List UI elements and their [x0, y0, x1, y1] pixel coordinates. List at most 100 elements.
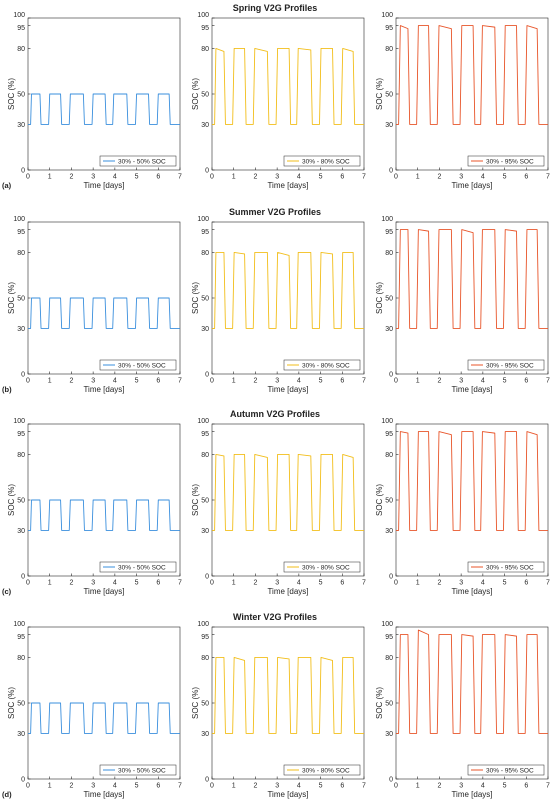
- legend-label: 30% - 95% SOC: [486, 158, 534, 165]
- y-axis-label: SOC (%): [375, 484, 384, 516]
- y-tick-label: 100: [197, 418, 209, 425]
- y-tick-label: 100: [197, 216, 209, 223]
- x-tick-label: 1: [48, 174, 52, 181]
- legend-box: [283, 155, 361, 167]
- y-tick-label: 80: [385, 452, 393, 459]
- y-axis-label: SOC (%): [191, 484, 200, 516]
- x-tick-label: 6: [156, 783, 160, 790]
- y-tick-label: 95: [17, 25, 25, 32]
- x-tick-label: 4: [297, 783, 301, 790]
- row-title: Winter V2G Profiles: [233, 612, 317, 622]
- legend-label: 30% - 80% SOC: [302, 362, 350, 369]
- y-tick-label: 95: [385, 634, 393, 641]
- x-tick-label: 4: [481, 174, 485, 181]
- y-tick-label: 95: [17, 229, 25, 236]
- y-tick-label: 50: [17, 296, 25, 303]
- y-tick-label: 50: [201, 92, 209, 99]
- x-tick-label: 2: [437, 174, 441, 181]
- x-tick-label: 3: [459, 580, 463, 587]
- subplot: 0 1 2 3 4 5 6 7 0 30 50 80 95 100 Time [days] SOC (%) 30…: [375, 12, 550, 190]
- x-tick-label: 4: [297, 378, 301, 385]
- series-line: [28, 499, 180, 531]
- x-tick-label: 6: [524, 174, 528, 181]
- x-axis-label: Time [days]: [267, 181, 308, 190]
- panel-label: (a): [2, 181, 12, 190]
- y-tick-label: 30: [17, 731, 25, 738]
- x-tick-label: 7: [546, 378, 550, 385]
- subplot: 0 1 2 3 4 5 6 7 0 30 50 80 95 100 Time [days] SOC (%) 30…: [7, 621, 182, 799]
- x-axis-label: Time [days]: [267, 385, 308, 394]
- y-tick-label: 100: [381, 12, 393, 19]
- y-tick-label: 50: [201, 498, 209, 505]
- x-tick-label: 1: [48, 783, 52, 790]
- x-tick-label: 2: [253, 783, 257, 790]
- y-tick-label: 30: [385, 528, 393, 535]
- axes-box: [211, 626, 365, 780]
- x-tick-label: 7: [362, 378, 366, 385]
- subplot: 0 1 2 3 4 5 6 7 0 30 50 80 95 100 Time [days] SOC (%) 30…: [191, 12, 366, 190]
- legend-label: 30% - 80% SOC: [302, 767, 350, 774]
- x-tick-label: 1: [416, 580, 420, 587]
- legend-box: [467, 764, 545, 776]
- y-tick-label: 50: [17, 701, 25, 708]
- x-tick-label: 3: [459, 174, 463, 181]
- x-tick-label: 0: [26, 580, 30, 587]
- x-tick-label: 2: [437, 580, 441, 587]
- legend-label: 30% - 95% SOC: [486, 362, 534, 369]
- row-title: Autumn V2G Profiles: [230, 409, 320, 419]
- x-tick-label: 7: [546, 174, 550, 181]
- y-tick-label: 80: [385, 250, 393, 257]
- x-axis-label: Time [days]: [451, 587, 492, 596]
- x-tick-label: 5: [135, 580, 139, 587]
- series-line: [396, 431, 548, 531]
- axes-box: [395, 221, 549, 375]
- x-tick-label: 7: [178, 580, 182, 587]
- legend-box: [283, 359, 361, 371]
- x-tick-label: 1: [48, 580, 52, 587]
- y-tick-label: 0: [389, 777, 393, 784]
- x-tick-label: 5: [319, 580, 323, 587]
- x-axis-label: Time [days]: [451, 181, 492, 190]
- y-tick-label: 100: [13, 12, 25, 19]
- axes-box: [211, 17, 365, 171]
- panel-label: (c): [2, 587, 12, 596]
- y-tick-label: 30: [201, 326, 209, 333]
- y-tick-label: 100: [381, 621, 393, 628]
- x-tick-label: 7: [178, 783, 182, 790]
- row-title: Spring V2G Profiles: [233, 3, 318, 13]
- x-axis-label: Time [days]: [83, 587, 124, 596]
- legend-label: 30% - 95% SOC: [486, 564, 534, 571]
- x-tick-label: 4: [113, 783, 117, 790]
- x-tick-label: 2: [437, 378, 441, 385]
- x-tick-label: 1: [232, 174, 236, 181]
- x-tick-label: 5: [503, 378, 507, 385]
- subplot: 0 1 2 3 4 5 6 7 0 30 50 80 95 100 Time [days] SOC (%) 30…: [191, 216, 366, 394]
- series-line: [28, 702, 180, 734]
- y-tick-label: 80: [17, 250, 25, 257]
- x-tick-label: 7: [178, 378, 182, 385]
- axes-box: [211, 423, 365, 577]
- x-tick-label: 6: [340, 174, 344, 181]
- series-line: [212, 453, 364, 531]
- y-tick-label: 80: [201, 250, 209, 257]
- y-tick-label: 30: [17, 122, 25, 129]
- series-line: [212, 251, 364, 329]
- x-axis-label: Time [days]: [83, 790, 124, 799]
- x-tick-label: 4: [481, 580, 485, 587]
- y-tick-label: 100: [197, 12, 209, 19]
- y-tick-label: 100: [13, 216, 25, 223]
- y-tick-label: 80: [201, 452, 209, 459]
- x-tick-label: 6: [156, 174, 160, 181]
- x-axis-label: Time [days]: [83, 181, 124, 190]
- x-tick-label: 0: [394, 580, 398, 587]
- x-tick-label: 0: [26, 174, 30, 181]
- axes-box: [395, 626, 549, 780]
- subplot: 0 1 2 3 4 5 6 7 0 30 50 80 95 100 Time [days] SOC (%) 30…: [375, 216, 550, 394]
- x-tick-label: 2: [253, 378, 257, 385]
- y-tick-label: 30: [201, 528, 209, 535]
- x-tick-label: 1: [416, 783, 420, 790]
- y-tick-label: 50: [385, 498, 393, 505]
- x-tick-label: 3: [459, 783, 463, 790]
- legend-label: 30% - 50% SOC: [118, 564, 166, 571]
- series-line: [28, 297, 180, 329]
